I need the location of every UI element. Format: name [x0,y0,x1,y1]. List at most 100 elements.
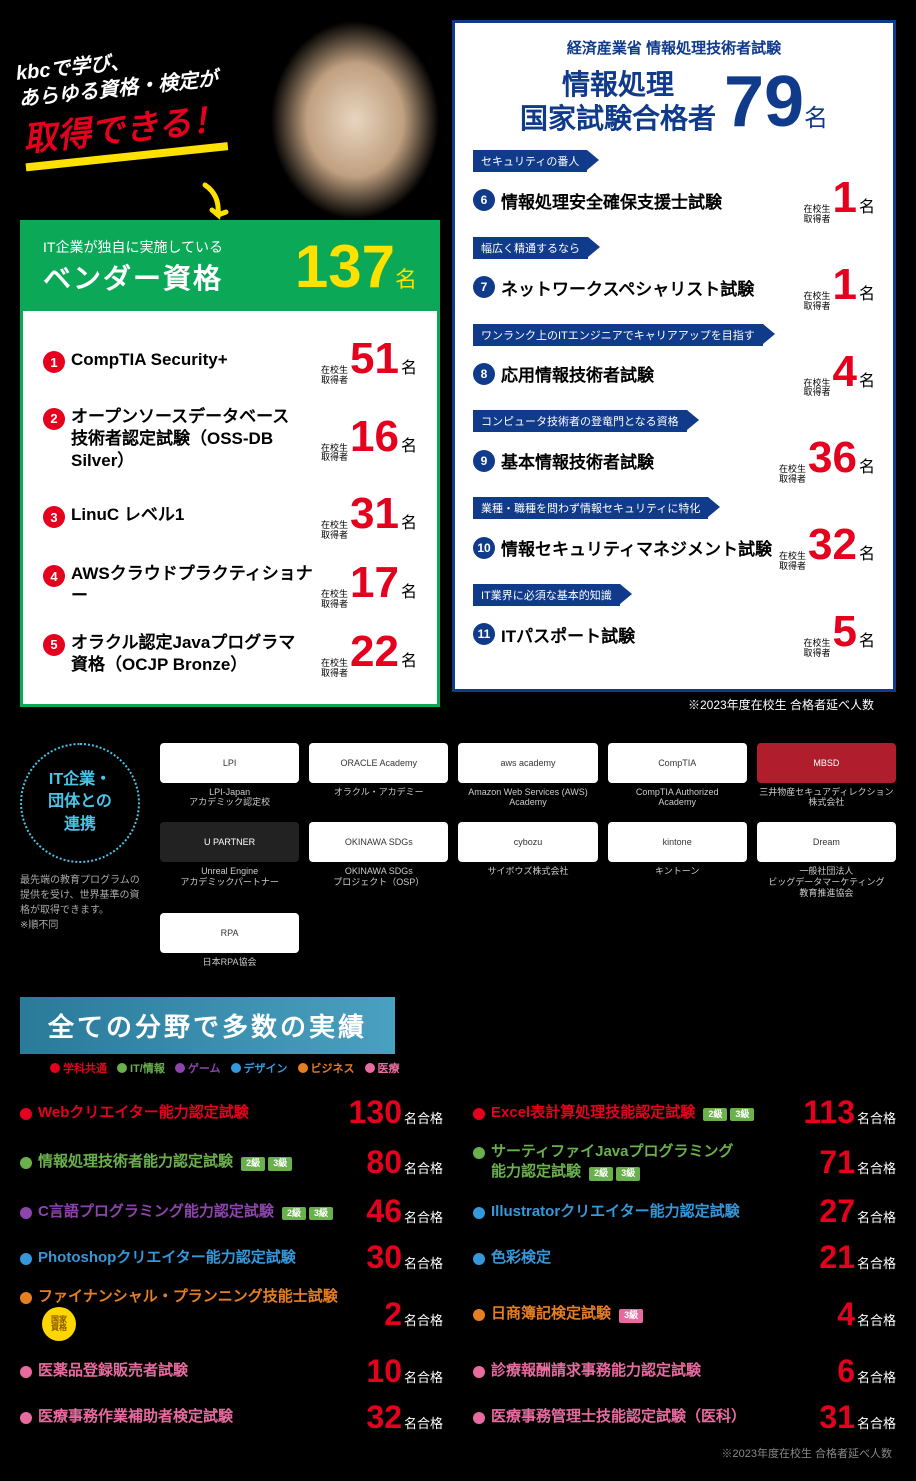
item-number-icon: 5 [43,634,65,656]
result-name: Webクリエイター能力認定試験 [38,1103,249,1123]
national-item-tag: セキュリティの番人 [473,150,587,172]
result-count: 2 名合格 [348,1298,443,1330]
result-name: C言語プログラミング能力認定試験 2級3級 [38,1202,333,1222]
category-dot-icon [20,1412,32,1424]
vendor-subtitle: IT企業が独自に実施している [43,237,223,257]
partner-cell: Dream 一般社団法人ビッグデータマーケティング教育推進協会 [757,822,896,898]
partner-logo: aws academy [458,743,597,783]
result-name: 医薬品登録販売者試験 [38,1361,188,1381]
item-number-icon: 2 [43,408,65,430]
national-item-name: 情報セキュリティマネジメント試験 [501,535,772,560]
result-row: Webクリエイター能力認定試験 130 名合格 [20,1090,443,1134]
legend-label: ゲーム [188,1060,221,1076]
legend-dot-icon [175,1063,185,1073]
count-number: 5 [833,610,857,654]
category-dot-icon [473,1253,485,1265]
national-item-tag: ワンランク上のITエンジニアでキャリアアップを目指す [473,324,763,346]
result-count-number: 27 [801,1195,855,1227]
holder-label: 在校生取得者 [321,366,348,386]
result-count-number: 130 [348,1096,402,1128]
result-row: Photoshopクリエイター能力認定試験 30 名合格 [20,1235,443,1279]
national-item: コンピュータ技術者の登竜門となる資格 9 基本情報技術者試験 在校生取得者 36… [473,410,875,493]
count-suffix: 名 [401,578,417,602]
result-count: 10 名合格 [348,1355,443,1387]
count-suffix: 名 [859,280,875,304]
partner-name: CompTIA AuthorizedAcademy [608,787,747,809]
count-number: 4 [833,350,857,394]
vendor-item-count: 在校生取得者 31 名 [321,492,417,541]
legend-dot-icon [117,1063,127,1073]
count-number: 22 [350,630,399,674]
count-suffix: 名 [859,367,875,391]
vendor-item-name: オープンソースデータベース技術者認定試験（OSS-DB Silver） [71,406,321,472]
legend-dot-icon [365,1063,375,1073]
partner-cell: ORACLE Academy オラクル・アカデミー [309,743,448,809]
count-suffix: 名 [401,647,417,671]
result-count-suffix: 名合格 [404,1413,443,1432]
national-list: セキュリティの番人 6 情報処理安全確保支援士試験 在校生取得者 1 名 幅広く… [473,150,875,667]
result-count-suffix: 名合格 [857,1253,896,1272]
count-suffix: 名 [859,540,875,564]
partner-name: サイボウズ株式会社 [458,866,597,877]
legend-item: IT/情報 [117,1060,165,1076]
result-row: 医療事務作業補助者検定試験 32 名合格 [20,1395,443,1439]
partners-grid: LPI LPI-Japanアカデミック認定校 ORACLE Academy オラ… [160,743,896,968]
count-suffix: 名 [859,453,875,477]
item-number-icon: 10 [473,537,495,559]
left-column: kbcで学び、 あらゆる資格・検定が 取得できる！ IT企業が独自に実施している… [20,20,440,713]
vendor-item-name: オラクル認定Javaプログラマ資格（OCJP Bronze） [71,632,295,676]
vendor-item: 4 AWSクラウドプラクティショナー 在校生取得者 17 名 [43,551,417,620]
national-exam-box: 経済産業省 情報処理技術者試験 情報処理国家試験合格者 79名 セキュリティの番… [452,20,896,692]
result-count-suffix: 名合格 [857,1310,896,1329]
partner-name: 一般社団法人ビッグデータマーケティング教育推進協会 [757,866,896,898]
result-row: Illustratorクリエイター能力認定試験 27 名合格 [473,1189,896,1233]
result-count: 30 名合格 [348,1241,443,1273]
national-item-count: 在校生取得者 4 名 [803,350,875,399]
national-item-name: 情報処理安全確保支援士試験 [501,188,722,213]
partner-cell: MBSD 三井物産セキュアディレクション株式会社 [757,743,896,809]
partner-name: オラクル・アカデミー [309,787,448,798]
category-dot-icon [20,1207,32,1219]
legend-item: 医療 [365,1060,400,1076]
partner-cell: aws academy Amazon Web Services (AWS)Aca… [458,743,597,809]
category-dot-icon [473,1412,485,1424]
result-count-number: 31 [801,1401,855,1433]
result-name: 診療報酬請求事務能力認定試験 [491,1361,701,1381]
partner-logo: ORACLE Academy [309,743,448,783]
holder-label: 在校生取得者 [779,552,806,572]
holder-label: 在校生取得者 [321,521,348,541]
national-item-name: ITパスポート試験 [501,622,635,647]
grade-badge: 3級 [616,1167,640,1181]
partner-logo: Dream [757,822,896,862]
legend-dot-icon [50,1063,60,1073]
result-count: 4 名合格 [801,1298,896,1330]
result-count-suffix: 名合格 [404,1310,443,1329]
results-note: ※2023年度在校生 合格者延べ人数 [20,1445,896,1461]
partner-name: OKINAWA SDGsプロジェクト（OSP） [309,866,448,888]
result-count-number: 21 [801,1241,855,1273]
count-number: 51 [350,337,399,381]
category-dot-icon [20,1108,32,1120]
result-name: 医療事務管理士技能認定試験（医科） [491,1407,746,1427]
legend-label: IT/情報 [130,1060,165,1076]
legend-label: ビジネス [311,1060,355,1076]
partner-name: キントーン [608,866,747,877]
item-number-icon: 11 [473,623,495,645]
partner-cell: OKINAWA SDGs OKINAWA SDGsプロジェクト（OSP） [309,822,448,898]
result-count-number: 32 [348,1401,402,1433]
national-qualification-icon: 国家資格 [42,1307,76,1341]
result-count-number: 71 [801,1146,855,1178]
national-item: セキュリティの番人 6 情報処理安全確保支援士試験 在校生取得者 1 名 [473,150,875,233]
vendor-item: 1 CompTIA Security+ 在校生取得者 51 名 [43,327,417,396]
vendor-qualifications-box: IT企業が独自に実施している ベンダー資格 137名 1 CompTIA Sec… [20,220,440,707]
partner-cell: kintone キントーン [608,822,747,898]
category-dot-icon [473,1366,485,1378]
partner-name: 日本RPA協会 [160,957,299,968]
result-count-number: 4 [801,1298,855,1330]
result-count-suffix: 名合格 [404,1253,443,1272]
category-dot-icon [473,1309,485,1321]
national-total-suffix: 名 [804,105,828,132]
grade-badge: 2級 [241,1157,265,1171]
result-row: 医薬品登録販売者試験 10 名合格 [20,1349,443,1393]
national-item-name: 応用情報技術者試験 [501,361,654,386]
